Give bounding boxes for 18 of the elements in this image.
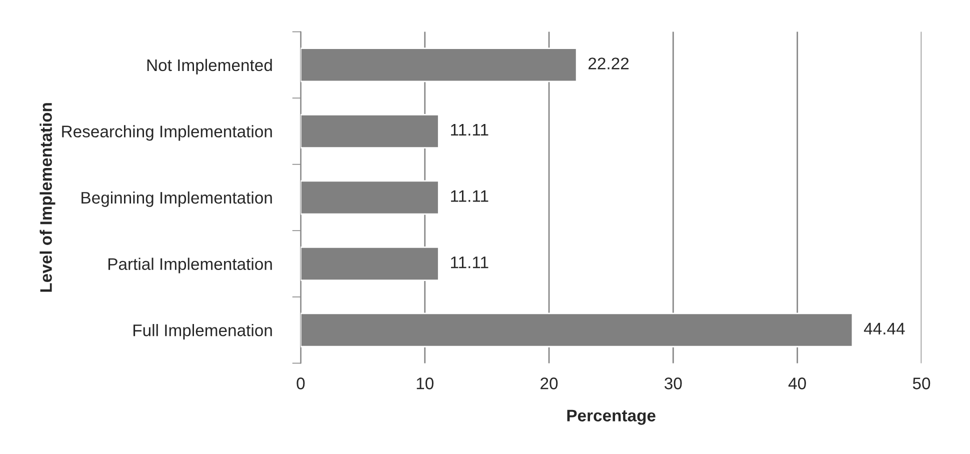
- x-tick-label: 50: [912, 378, 930, 390]
- y-tick-label: Not Implemented: [147, 58, 272, 74]
- x-tick-label: 20: [540, 378, 558, 390]
- x-tick-label: 30: [664, 378, 682, 390]
- x-tick-label: 0: [296, 378, 305, 390]
- y-axis-title: Level of Implementation: [40, 103, 56, 292]
- y-tick-label: Researching Implementation: [62, 125, 272, 141]
- x-tick-label: 40: [788, 378, 806, 390]
- data-label: 44.44: [864, 322, 905, 334]
- y-tick-label: Partial Implementation: [108, 258, 272, 274]
- data-label: 11.11: [451, 124, 488, 136]
- data-label: 11.11: [451, 256, 488, 268]
- y-tick-label: Beginning Implementation: [82, 191, 272, 207]
- data-label: 22.22: [588, 58, 629, 70]
- data-label: 11.11: [451, 190, 488, 202]
- y-tick-label: Full Implemenation: [133, 324, 272, 340]
- x-tick-label: 10: [416, 378, 434, 390]
- x-axis-title: Percentage: [567, 410, 656, 425]
